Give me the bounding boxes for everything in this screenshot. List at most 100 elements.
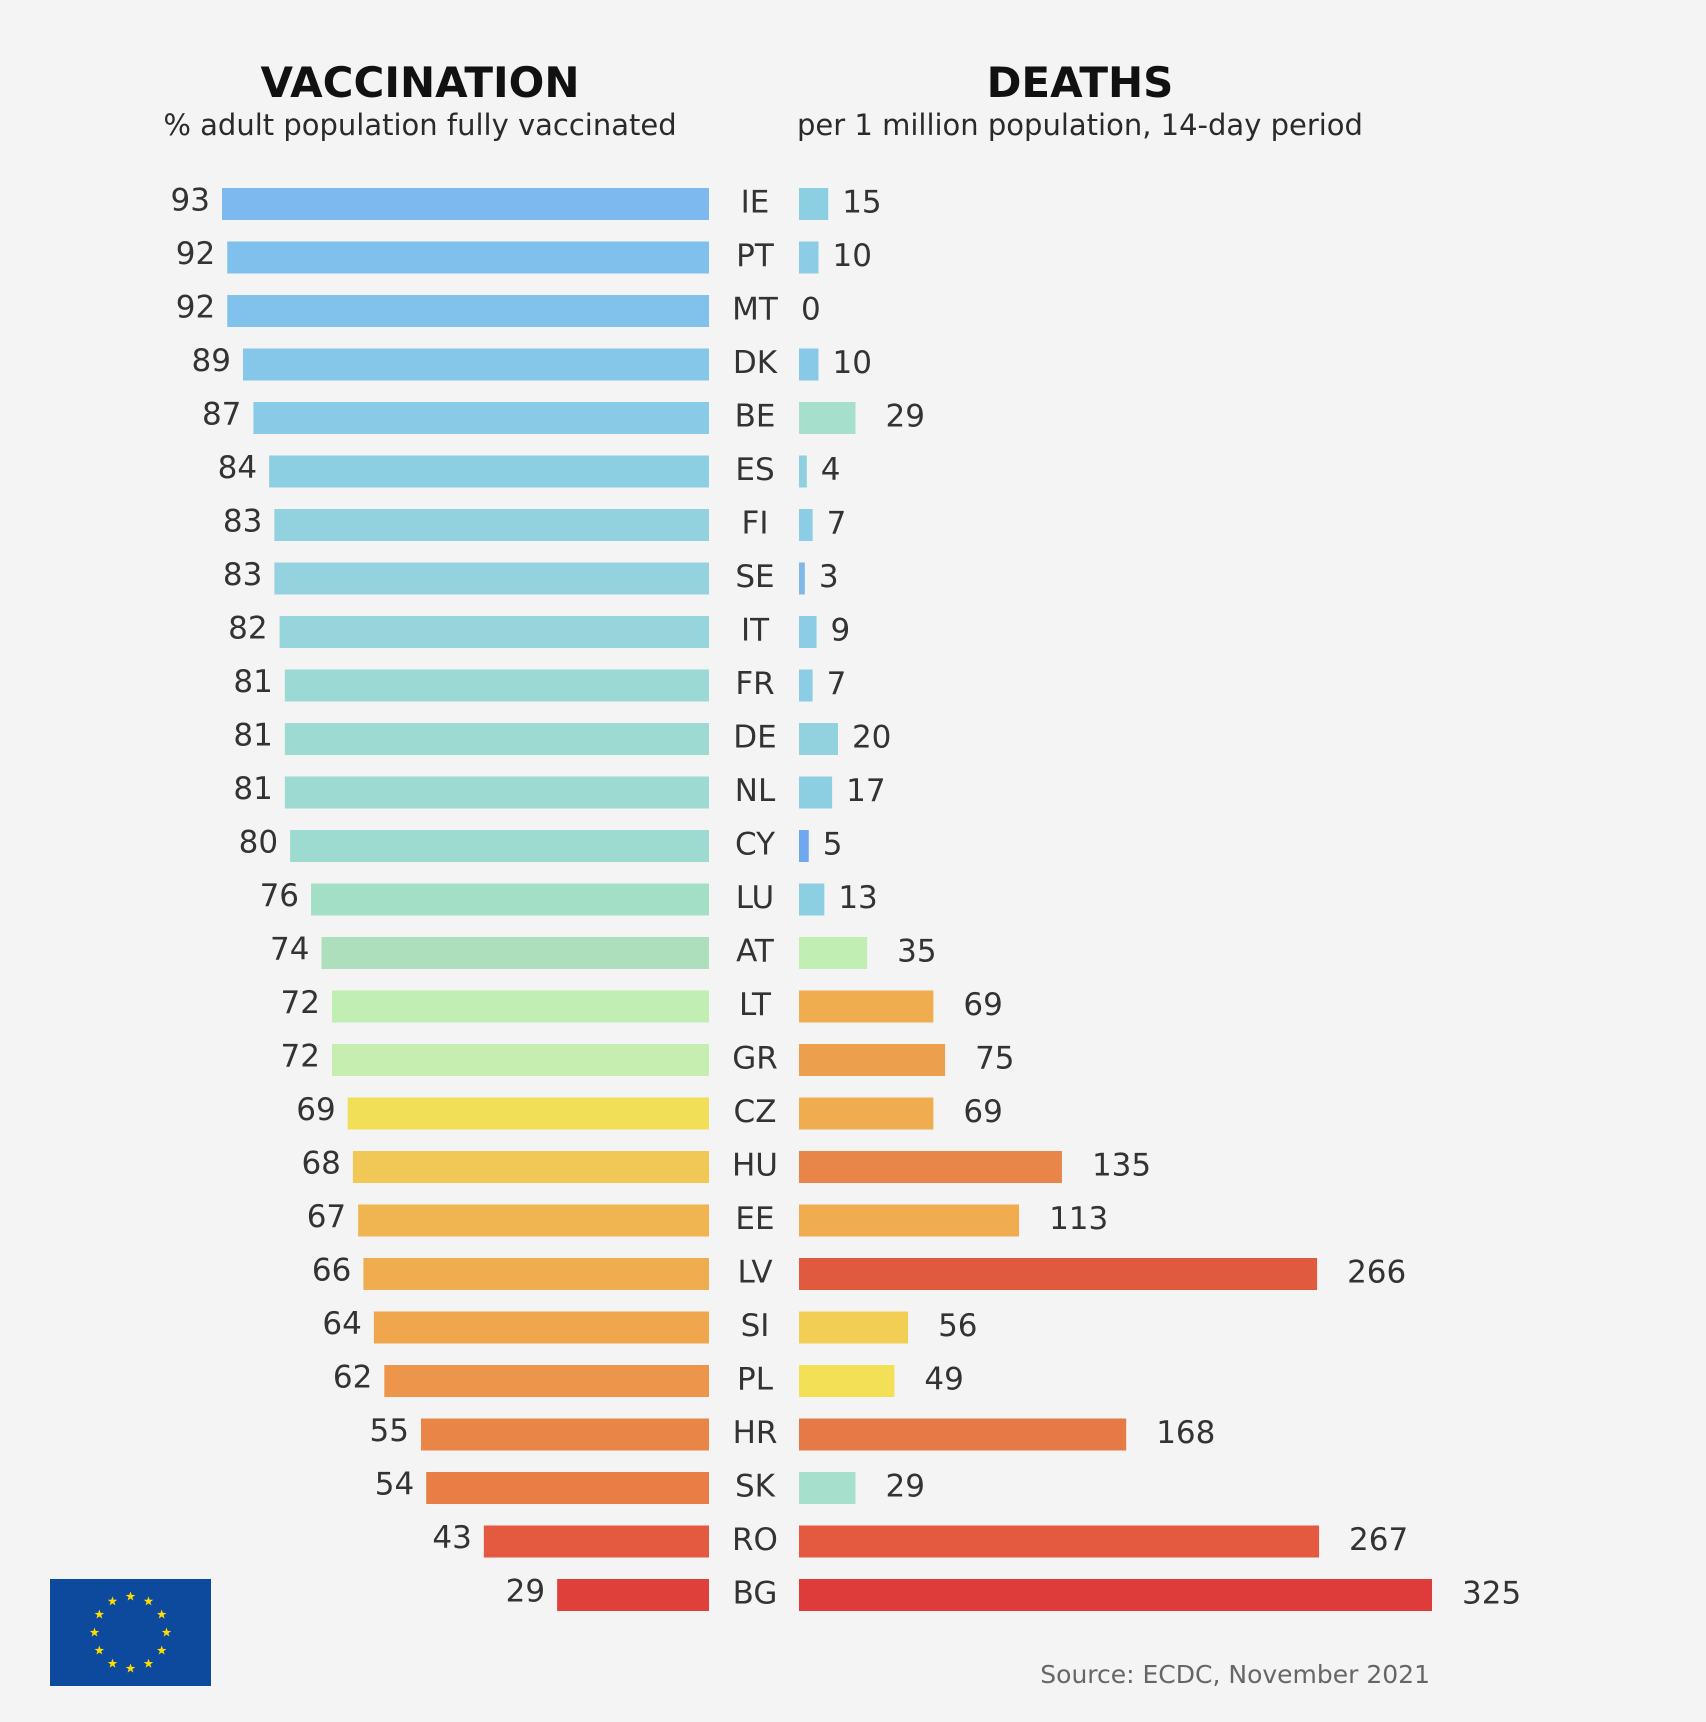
vaccination-label-pt: 92 — [176, 236, 215, 272]
deaths-bar-cz — [799, 1097, 934, 1130]
deaths-bar-cy — [799, 830, 809, 862]
deaths-bar-dk — [799, 348, 819, 381]
vaccination-bar-se — [274, 562, 709, 595]
deaths-bar-fi — [799, 509, 813, 541]
country-code-cz: CZ — [734, 1094, 777, 1130]
vaccination-label-de: 81 — [233, 718, 272, 754]
vaccination-label-ee: 67 — [307, 1199, 346, 1235]
eu-flag-star — [156, 1645, 167, 1655]
eu-flag-star — [94, 1645, 105, 1655]
deaths-label-cz: 69 — [963, 1094, 1002, 1130]
deaths-label-fr: 7 — [827, 666, 847, 702]
vaccination-label-se: 83 — [223, 557, 262, 593]
deaths-bar-ro — [799, 1525, 1320, 1558]
deaths-bar-sk — [799, 1472, 856, 1504]
deaths-bar-ie — [799, 188, 829, 220]
country-code-es: ES — [735, 452, 774, 488]
country-code-lt: LT — [739, 987, 772, 1023]
deaths-label-pt: 10 — [832, 238, 871, 274]
eu-flag-star — [125, 1591, 136, 1601]
vaccination-bar-cz — [347, 1097, 709, 1130]
eu-flag-star — [125, 1663, 136, 1673]
deaths-label-it: 9 — [831, 613, 851, 649]
deaths-label-cy: 5 — [823, 827, 843, 863]
vaccination-title: VACCINATION — [260, 58, 580, 107]
vaccination-label-cz: 69 — [296, 1092, 335, 1128]
source-note: Source: ECDC, November 2021 — [1040, 1660, 1430, 1689]
vaccination-label-fi: 83 — [223, 504, 262, 540]
vaccination-label-at: 74 — [270, 932, 309, 968]
country-code-pl: PL — [737, 1362, 774, 1398]
deaths-label-dk: 10 — [832, 345, 871, 381]
vaccination-bar-sk — [426, 1472, 709, 1504]
vaccination-bar-be — [253, 402, 709, 434]
deaths-label-es: 4 — [821, 452, 841, 488]
vaccination-bar-ro — [483, 1525, 709, 1558]
vaccination-bar-lu — [311, 883, 709, 916]
vaccination-label-hr: 55 — [370, 1413, 409, 1449]
deaths-title: DEATHS — [986, 58, 1174, 107]
deaths-label-bg: 325 — [1462, 1576, 1521, 1612]
vaccination-bar-hu — [352, 1151, 709, 1183]
deaths-label-nl: 17 — [846, 773, 885, 809]
deaths-bar-lu — [799, 883, 825, 916]
country-code-be: BE — [735, 399, 776, 435]
vaccination-bar-es — [269, 455, 709, 488]
country-code-cy: CY — [735, 827, 775, 863]
deaths-label-gr: 75 — [975, 1041, 1014, 1077]
vaccination-bar-lt — [331, 990, 709, 1023]
country-code-mt: MT — [732, 292, 779, 328]
deaths-bar-at — [799, 937, 868, 969]
vaccination-bar-hr — [420, 1418, 709, 1451]
vaccination-label-hu: 68 — [301, 1146, 340, 1182]
country-code-hu: HU — [732, 1148, 778, 1184]
vaccination-label-dk: 89 — [191, 343, 230, 379]
deaths-label-de: 20 — [852, 720, 891, 756]
deaths-label-ee: 113 — [1049, 1201, 1108, 1237]
eu-flag-icon — [50, 1579, 211, 1686]
deaths-label-be: 29 — [885, 399, 924, 435]
vaccination-label-ro: 43 — [432, 1520, 471, 1556]
eu-flag-star — [94, 1609, 105, 1619]
vaccination-bar-fi — [274, 509, 709, 541]
vaccination-bar-it — [279, 616, 709, 648]
deaths-label-pl: 49 — [924, 1362, 963, 1398]
deaths-label-se: 3 — [819, 559, 839, 595]
deaths-bar-be — [799, 402, 856, 434]
country-code-dk: DK — [733, 345, 778, 381]
vaccination-label-fr: 81 — [233, 664, 272, 700]
deaths-bar-es — [799, 455, 807, 488]
vaccination-label-it: 82 — [228, 611, 267, 647]
country-code-sk: SK — [735, 1469, 776, 1505]
country-code-si: SI — [741, 1308, 770, 1344]
deaths-label-hu: 135 — [1092, 1148, 1151, 1184]
vaccination-bar-si — [373, 1311, 709, 1344]
vaccination-label-lv: 66 — [312, 1253, 351, 1289]
vaccination-label-si: 64 — [322, 1306, 361, 1342]
deaths-bar-lt — [799, 990, 934, 1023]
vaccination-label-nl: 81 — [233, 771, 272, 807]
country-code-at: AT — [736, 934, 775, 970]
country-code-hr: HR — [733, 1415, 778, 1451]
vaccination-bar-mt — [227, 295, 709, 327]
country-code-ro: RO — [732, 1522, 778, 1558]
country-code-bg: BG — [733, 1576, 778, 1612]
country-code-fr: FR — [735, 666, 774, 702]
vaccination-bar-ee — [358, 1204, 709, 1237]
deaths-label-ie: 15 — [842, 185, 881, 221]
deaths-bar-it — [799, 616, 817, 648]
deaths-bar-fr — [799, 669, 813, 702]
vaccination-bar-bg — [557, 1579, 709, 1611]
vaccination-bar-gr — [331, 1044, 709, 1076]
vaccination-label-bg: 29 — [506, 1574, 545, 1610]
vaccination-label-gr: 72 — [281, 1039, 320, 1075]
vaccination-label-pl: 62 — [333, 1360, 372, 1396]
deaths-label-lv: 266 — [1347, 1255, 1406, 1291]
vaccination-label-cy: 80 — [239, 825, 278, 861]
vaccination-bar-nl — [284, 776, 709, 809]
vaccination-label-mt: 92 — [176, 290, 215, 326]
country-code-ee: EE — [735, 1201, 774, 1237]
vaccination-label-sk: 54 — [375, 1467, 414, 1503]
deaths-bar-si — [799, 1311, 909, 1344]
deaths-bar-gr — [799, 1044, 946, 1076]
